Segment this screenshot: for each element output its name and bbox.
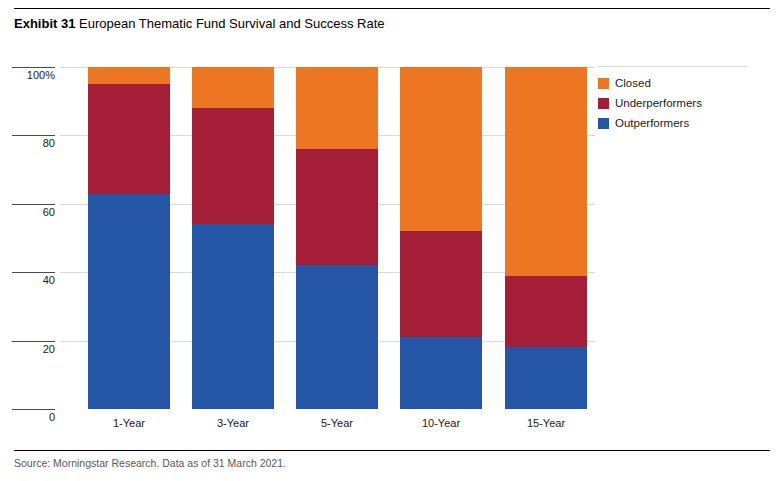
segment-closed-10-year	[400, 67, 482, 231]
segment-outperformers-5-year	[296, 265, 378, 409]
bar-5-year	[296, 67, 378, 409]
legend-swatch-outperformers	[598, 118, 609, 129]
bar-15-year	[505, 67, 587, 409]
y-tick-label: 100%	[12, 69, 55, 81]
segment-outperformers-3-year	[192, 224, 274, 409]
y-tick-line-40	[12, 272, 55, 273]
segment-outperformers-10-year	[400, 337, 482, 409]
segment-outperformers-1-year	[88, 194, 170, 409]
y-tick-label: 0	[12, 411, 55, 423]
y-tick-label: 60	[12, 206, 55, 218]
chart-legend: Closed Underperformers Outperformers	[598, 66, 748, 137]
segment-closed-3-year	[192, 67, 274, 108]
y-tick-label: 20	[12, 343, 55, 355]
x-label-15-year: 15-Year	[494, 417, 598, 429]
segment-underperformers-3-year	[192, 108, 274, 224]
x-label-1-year: 1-Year	[77, 417, 181, 429]
source-note: Source: Morningstar Research. Data as of…	[14, 457, 286, 469]
bottom-rule	[14, 450, 770, 451]
segment-underperformers-1-year	[88, 84, 170, 193]
segment-closed-5-year	[296, 67, 378, 149]
exhibit-page: Exhibit 31 European Thematic Fund Surviv…	[0, 0, 777, 481]
segment-closed-1-year	[88, 67, 170, 84]
segment-outperformers-15-year	[505, 347, 587, 409]
y-tick-line-100	[12, 67, 55, 68]
x-label-5-year: 5-Year	[285, 417, 389, 429]
x-label-3-year: 3-Year	[181, 417, 285, 429]
y-tick-line-0	[12, 409, 55, 410]
legend-label: Closed	[615, 77, 651, 90]
y-tick-label: 80	[12, 137, 55, 149]
bar-1-year	[88, 67, 170, 409]
legend-swatch-closed	[598, 78, 609, 89]
segment-closed-15-year	[505, 67, 587, 276]
y-tick-line-20	[12, 341, 55, 342]
legend-item-underperformers: Underperformers	[598, 97, 748, 110]
bar-10-year	[400, 67, 482, 409]
legend-item-outperformers: Outperformers	[598, 117, 748, 130]
y-tick-line-60	[12, 204, 55, 205]
bar-3-year	[192, 67, 274, 409]
legend-label: Outperformers	[615, 117, 689, 130]
y-tick-label: 40	[12, 274, 55, 286]
legend-label: Underperformers	[615, 97, 702, 110]
segment-underperformers-10-year	[400, 231, 482, 337]
y-tick-line-80	[12, 135, 55, 136]
legend-swatch-underperformers	[598, 98, 609, 109]
x-label-10-year: 10-Year	[389, 417, 493, 429]
segment-underperformers-15-year	[505, 276, 587, 348]
legend-item-closed: Closed	[598, 77, 748, 90]
segment-underperformers-5-year	[296, 149, 378, 265]
